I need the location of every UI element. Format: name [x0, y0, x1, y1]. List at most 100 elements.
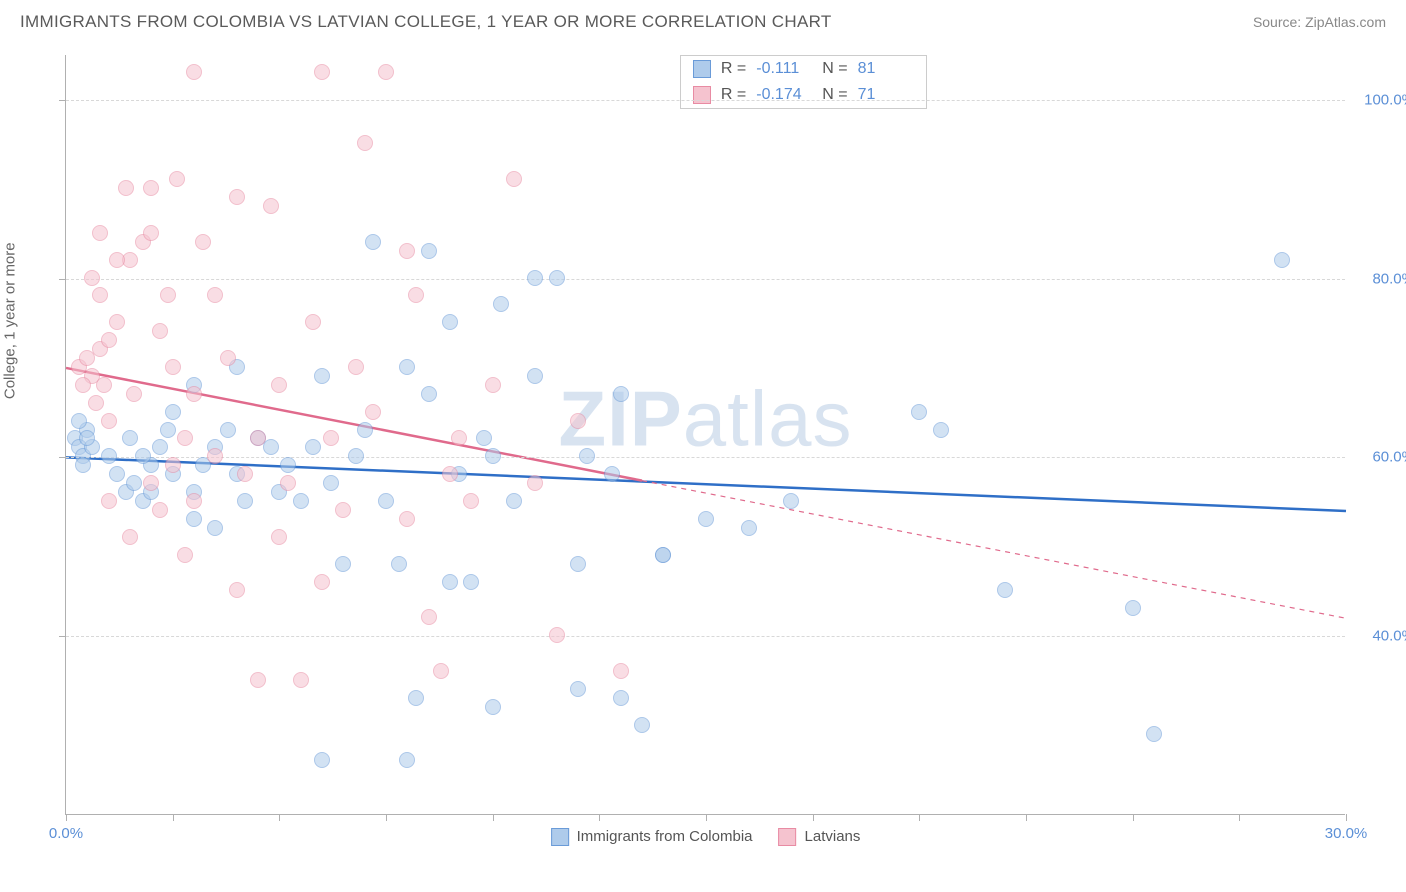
scatter-point: [604, 466, 620, 482]
scatter-point: [126, 475, 142, 491]
scatter-point: [79, 430, 95, 446]
scatter-point: [433, 663, 449, 679]
scatter-point: [143, 225, 159, 241]
scatter-point: [165, 359, 181, 375]
scatter-point: [126, 386, 142, 402]
scatter-point: [314, 368, 330, 384]
y-tick-mark: [59, 279, 66, 280]
y-tick-label: 40.0%: [1355, 628, 1406, 645]
legend-swatch: [551, 828, 569, 846]
x-tick-mark: [1133, 814, 1134, 821]
scatter-point: [613, 386, 629, 402]
scatter-point: [207, 287, 223, 303]
scatter-point: [357, 422, 373, 438]
scatter-point: [135, 448, 151, 464]
title-row: IMMIGRANTS FROM COLOMBIA VS LATVIAN COLL…: [0, 0, 1406, 38]
x-tick-label: 0.0%: [49, 825, 83, 842]
scatter-point: [421, 609, 437, 625]
stats-r-label: R =: [721, 60, 746, 78]
scatter-point: [613, 690, 629, 706]
scatter-point: [152, 439, 168, 455]
x-tick-mark: [1026, 814, 1027, 821]
source-label: Source: ZipAtlas.com: [1253, 14, 1386, 30]
y-tick-mark: [59, 457, 66, 458]
scatter-point: [741, 520, 757, 536]
scatter-point: [323, 475, 339, 491]
scatter-point: [101, 448, 117, 464]
x-tick-mark: [66, 814, 67, 821]
scatter-point: [399, 243, 415, 259]
gridline: [66, 279, 1345, 280]
scatter-point: [143, 475, 159, 491]
scatter-point: [485, 377, 501, 393]
scatter-point: [634, 717, 650, 733]
stats-r-label: R =: [721, 86, 746, 104]
scatter-point: [207, 448, 223, 464]
stats-row: R =-0.174N =71: [681, 82, 926, 108]
scatter-point: [96, 377, 112, 393]
trend-line-dashed: [642, 481, 1346, 619]
x-tick-mark: [599, 814, 600, 821]
scatter-point: [485, 699, 501, 715]
scatter-point: [335, 556, 351, 572]
scatter-point: [88, 395, 104, 411]
plot-area: ZIPatlas R =-0.111N =81R =-0.174N =71 Im…: [65, 55, 1345, 815]
scatter-point: [305, 314, 321, 330]
scatter-point: [933, 422, 949, 438]
scatter-point: [698, 511, 714, 527]
scatter-point: [84, 270, 100, 286]
scatter-point: [408, 287, 424, 303]
scatter-point: [783, 493, 799, 509]
scatter-point: [314, 574, 330, 590]
scatter-point: [399, 752, 415, 768]
gridline: [66, 457, 1345, 458]
scatter-point: [421, 386, 437, 402]
scatter-point: [357, 135, 373, 151]
scatter-point: [220, 350, 236, 366]
stats-row: R =-0.111N =81: [681, 56, 926, 82]
gridline: [66, 636, 1345, 637]
scatter-point: [293, 493, 309, 509]
scatter-point: [1274, 252, 1290, 268]
x-tick-label: 30.0%: [1325, 825, 1368, 842]
y-axis-label: College, 1 year or more: [2, 242, 19, 399]
scatter-point: [229, 189, 245, 205]
stats-n-label: N =: [822, 86, 847, 104]
scatter-point: [109, 314, 125, 330]
x-tick-mark: [493, 814, 494, 821]
scatter-point: [250, 430, 266, 446]
scatter-point: [177, 430, 193, 446]
scatter-point: [579, 448, 595, 464]
stats-r-value: -0.174: [756, 86, 812, 104]
scatter-point: [152, 502, 168, 518]
scatter-point: [527, 270, 543, 286]
scatter-point: [570, 556, 586, 572]
scatter-point: [220, 422, 236, 438]
x-tick-mark: [919, 814, 920, 821]
scatter-point: [493, 296, 509, 312]
scatter-point: [314, 752, 330, 768]
scatter-point: [101, 332, 117, 348]
scatter-point: [237, 493, 253, 509]
scatter-point: [1146, 726, 1162, 742]
scatter-point: [186, 64, 202, 80]
scatter-point: [391, 556, 407, 572]
scatter-point: [186, 386, 202, 402]
scatter-point: [122, 430, 138, 446]
scatter-point: [451, 430, 467, 446]
scatter-point: [237, 466, 253, 482]
y-tick-mark: [59, 636, 66, 637]
scatter-point: [476, 430, 492, 446]
legend-item: Immigrants from Colombia: [551, 828, 753, 846]
scatter-point: [165, 404, 181, 420]
scatter-point: [101, 413, 117, 429]
scatter-point: [271, 377, 287, 393]
y-tick-mark: [59, 100, 66, 101]
scatter-point: [442, 314, 458, 330]
scatter-point: [293, 672, 309, 688]
scatter-point: [280, 457, 296, 473]
chart-title: IMMIGRANTS FROM COLOMBIA VS LATVIAN COLL…: [20, 12, 832, 32]
x-tick-mark: [1239, 814, 1240, 821]
scatter-point: [109, 252, 125, 268]
scatter-point: [169, 171, 185, 187]
